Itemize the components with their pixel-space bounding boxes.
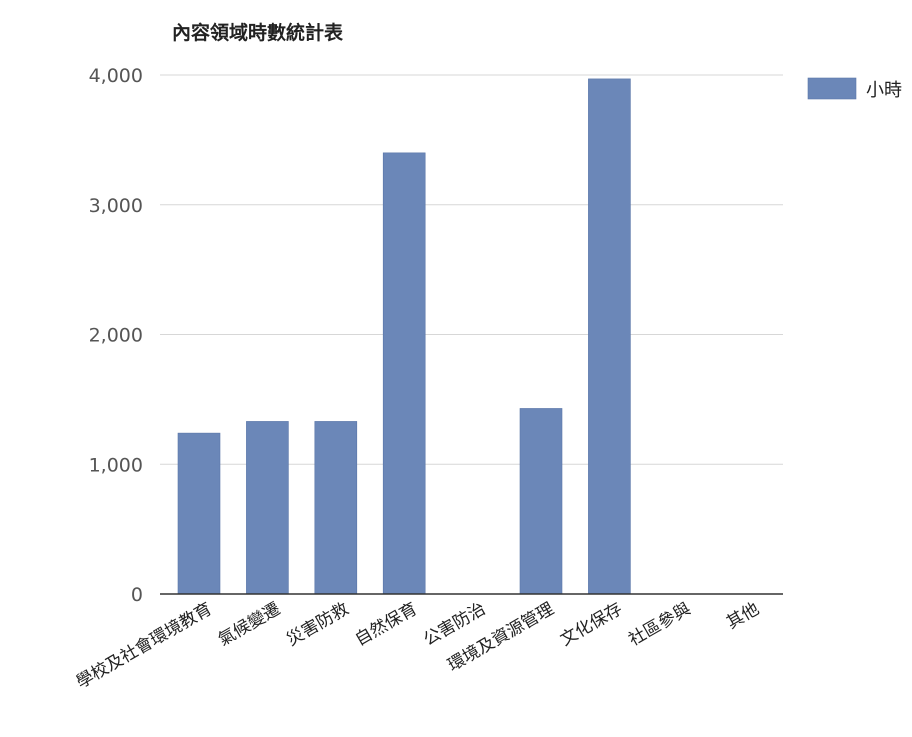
bar: [315, 421, 357, 594]
x-tick-label: 氣候變遷: [215, 599, 284, 650]
x-tick-label: 學校及社會環境教育: [73, 599, 216, 693]
x-tick-label: 社區參與: [625, 599, 694, 650]
x-tick-label: 災害防救: [283, 599, 352, 650]
bars: [178, 79, 630, 594]
chart-title: 內容領域時數統計表: [172, 21, 344, 44]
y-tick-label: 2,000: [89, 325, 143, 347]
y-tick-label: 1,000: [89, 454, 143, 476]
bar: [178, 433, 220, 594]
bar: [383, 153, 425, 594]
bar: [520, 408, 562, 594]
legend-swatch: [808, 78, 856, 99]
x-tick-label: 自然保育: [352, 599, 421, 650]
y-tick-label: 3,000: [89, 195, 143, 217]
bar: [246, 421, 288, 594]
legend-label: 小時: [866, 80, 902, 101]
x-tick-label: 文化保存: [557, 599, 626, 650]
bar: [588, 79, 630, 594]
y-axis-ticks: 0 1,000 2,000 3,000 4,000: [89, 65, 143, 606]
y-tick-label: 4,000: [89, 65, 143, 87]
y-tick-label: 0: [131, 584, 143, 606]
gridlines: [160, 75, 783, 464]
x-tick-label: 其他: [723, 599, 762, 633]
legend: 小時: [808, 78, 902, 101]
